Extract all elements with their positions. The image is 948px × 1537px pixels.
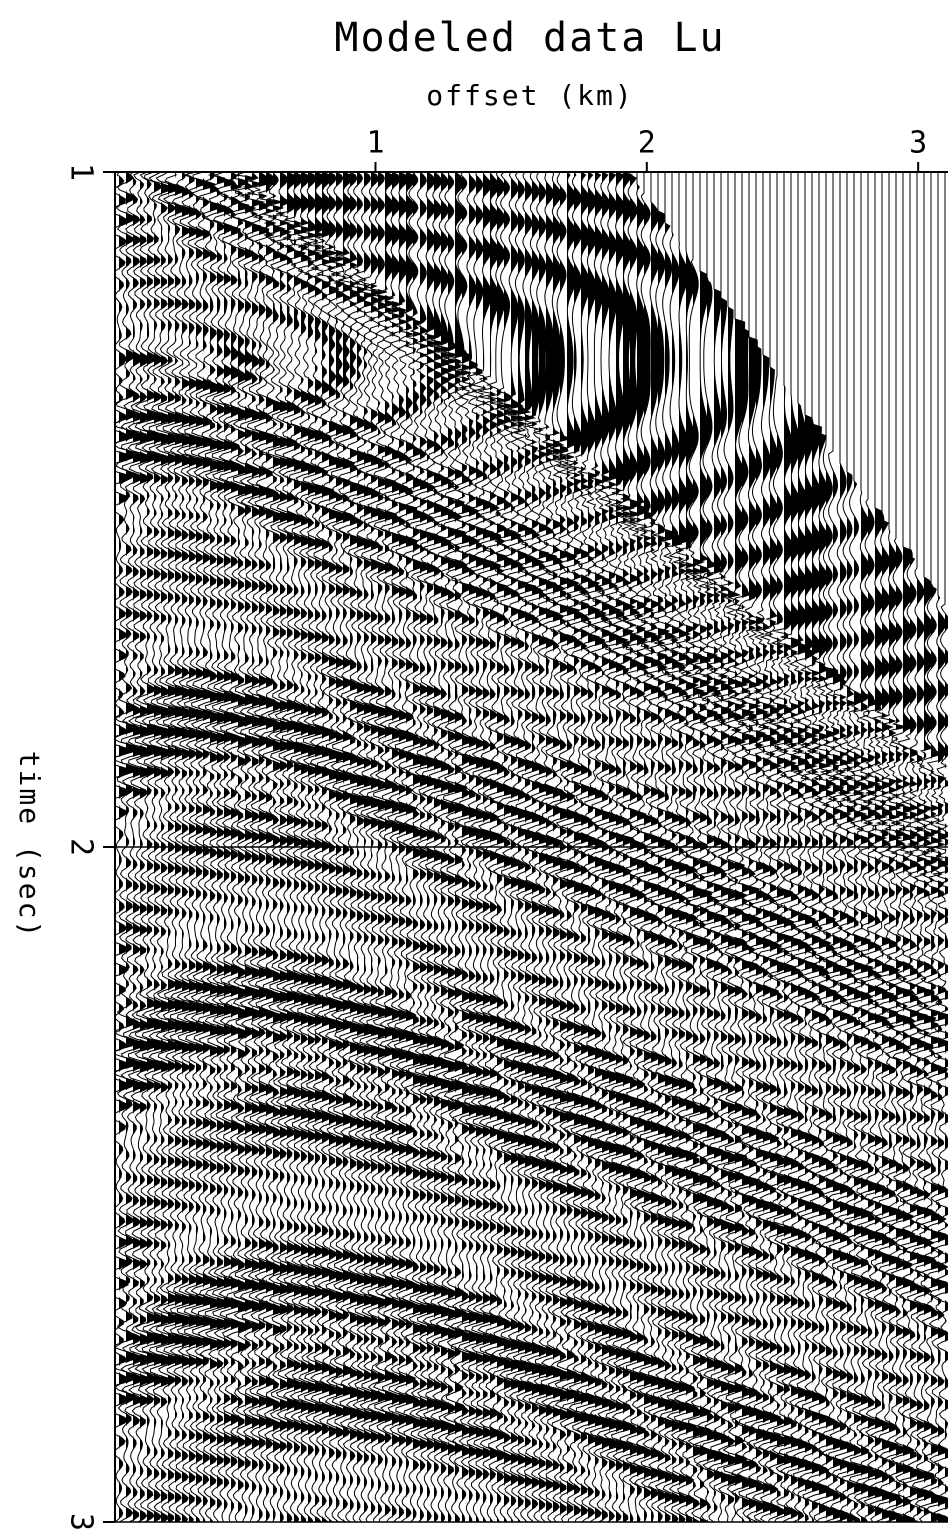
- x-tick-label: 1: [366, 126, 384, 161]
- chart-title: Modeled data Lu: [334, 15, 725, 61]
- y-tick-label: 2: [64, 838, 99, 856]
- y-tick-label: 3: [64, 1513, 99, 1531]
- y-axis-label: time (sec): [13, 751, 46, 940]
- x-tick-label: 2: [638, 126, 656, 161]
- x-axis-label: offset (km): [426, 79, 633, 112]
- x-tick-label: 3: [909, 126, 927, 161]
- y-tick-label: 1: [64, 163, 99, 181]
